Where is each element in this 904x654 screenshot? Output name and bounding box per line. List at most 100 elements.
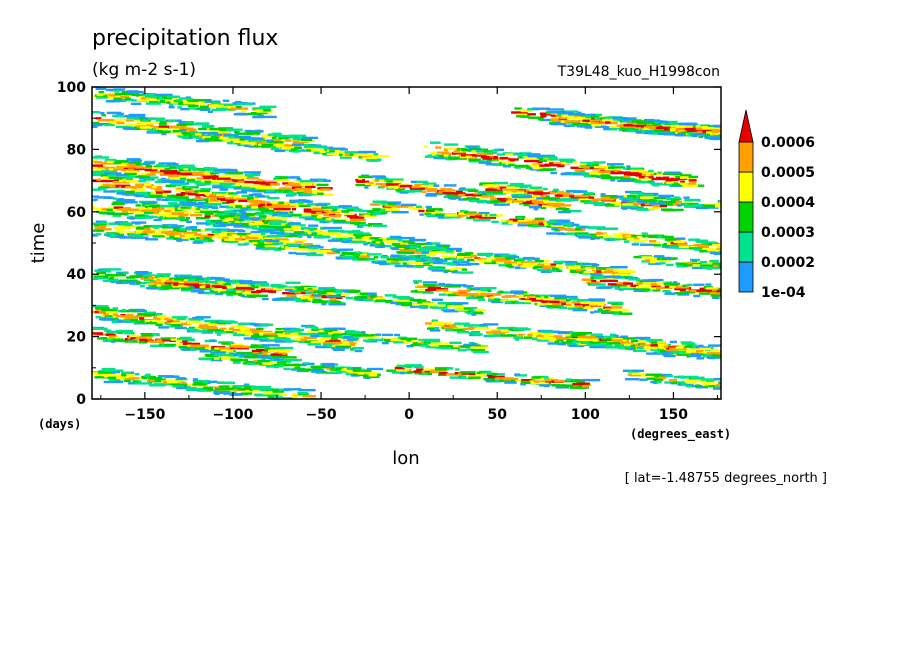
- field-cell: [534, 217, 545, 220]
- field-cell: [254, 294, 269, 297]
- field-cell: [504, 381, 517, 384]
- field-cell: [687, 183, 695, 186]
- field-cell: [517, 156, 525, 159]
- field-cell: [124, 127, 142, 131]
- field-cell: [652, 289, 661, 292]
- field-cell: [298, 191, 304, 195]
- field-cell: [591, 123, 601, 127]
- field-cell: [686, 129, 698, 132]
- field-cell: [421, 190, 427, 194]
- field-cell: [484, 218, 491, 222]
- field-cell: [192, 383, 207, 386]
- field-cell: [102, 92, 117, 96]
- field-cell: [690, 289, 700, 293]
- field-cell: [93, 161, 103, 164]
- field-cell: [645, 194, 655, 197]
- field-cell: [180, 164, 195, 167]
- field-cell: [457, 289, 471, 293]
- field-cell: [539, 164, 550, 167]
- field-cell: [172, 126, 180, 129]
- field-cell: [218, 385, 230, 388]
- field-cell: [584, 167, 599, 170]
- field-cell: [633, 255, 642, 259]
- field-cell: [283, 388, 302, 391]
- field-cell: [600, 279, 607, 283]
- field-cell: [681, 382, 687, 386]
- field-cell: [235, 105, 242, 109]
- field-cell: [441, 244, 446, 248]
- field-cell: [135, 314, 152, 318]
- field-cell: [409, 258, 420, 261]
- field-cell: [100, 269, 110, 273]
- field-cell: [263, 237, 278, 240]
- field-cell: [256, 327, 264, 330]
- field-cell: [211, 206, 219, 209]
- field-cell: [620, 342, 634, 345]
- field-cell: [505, 257, 516, 260]
- field-cell: [135, 227, 150, 230]
- field-cell: [682, 342, 696, 345]
- field-cell: [252, 201, 271, 204]
- field-cell: [696, 289, 708, 292]
- field-cell: [648, 180, 654, 183]
- field-cell: [129, 377, 140, 380]
- field-cell: [303, 336, 317, 339]
- field-cell: [136, 123, 143, 126]
- field-cell: [238, 199, 255, 203]
- field-cell: [147, 122, 154, 125]
- field-cell: [308, 224, 319, 227]
- field-cell: [601, 176, 620, 180]
- field-cell: [311, 214, 318, 218]
- field-cell: [655, 286, 673, 289]
- field-cell: [238, 322, 256, 326]
- field-cell: [193, 284, 211, 287]
- field-cell: [716, 245, 721, 249]
- field-cell: [116, 121, 125, 125]
- field-cell: [129, 275, 144, 278]
- field-cell: [180, 172, 192, 176]
- field-cell: [189, 227, 195, 231]
- field-cell: [400, 254, 407, 257]
- field-cell: [134, 382, 152, 385]
- field-cell: [426, 242, 441, 245]
- field-cell: [266, 216, 276, 220]
- field-cell: [242, 212, 258, 216]
- field-cell: [653, 244, 662, 247]
- field-cell: [272, 138, 289, 142]
- field-cell: [607, 163, 624, 166]
- field-cell: [223, 279, 230, 282]
- field-cell: [425, 205, 432, 209]
- field-cell: [610, 238, 616, 241]
- field-cell: [256, 349, 270, 352]
- field-cell: [130, 189, 141, 192]
- field-cell: [645, 373, 663, 376]
- field-cell: [695, 239, 708, 242]
- field-cell: [665, 179, 673, 183]
- field-cell: [290, 247, 298, 250]
- field-cell: [574, 303, 591, 306]
- field-cell: [321, 336, 334, 340]
- field-cell: [306, 253, 324, 257]
- field-cell: [595, 232, 607, 235]
- field-cell: [521, 261, 535, 264]
- field-cell: [326, 218, 332, 221]
- field-cell: [95, 315, 106, 319]
- field-cell: [234, 180, 247, 183]
- field-cell: [469, 215, 479, 219]
- field-cell: [181, 289, 198, 292]
- field-cell: [427, 154, 433, 157]
- field-cell: [580, 338, 598, 341]
- field-cell: [120, 165, 138, 168]
- field-cell: [438, 373, 447, 377]
- field-cell: [706, 287, 721, 290]
- field-cell: [198, 326, 207, 329]
- field-cell: [344, 336, 353, 339]
- field-cell: [419, 344, 429, 347]
- field-cell: [697, 344, 704, 348]
- field-cell: [490, 296, 495, 299]
- field-cell: [186, 285, 199, 288]
- field-cell: [639, 255, 652, 258]
- field-cell: [334, 335, 343, 338]
- field-cell: [283, 190, 291, 193]
- field-cell: [680, 182, 692, 185]
